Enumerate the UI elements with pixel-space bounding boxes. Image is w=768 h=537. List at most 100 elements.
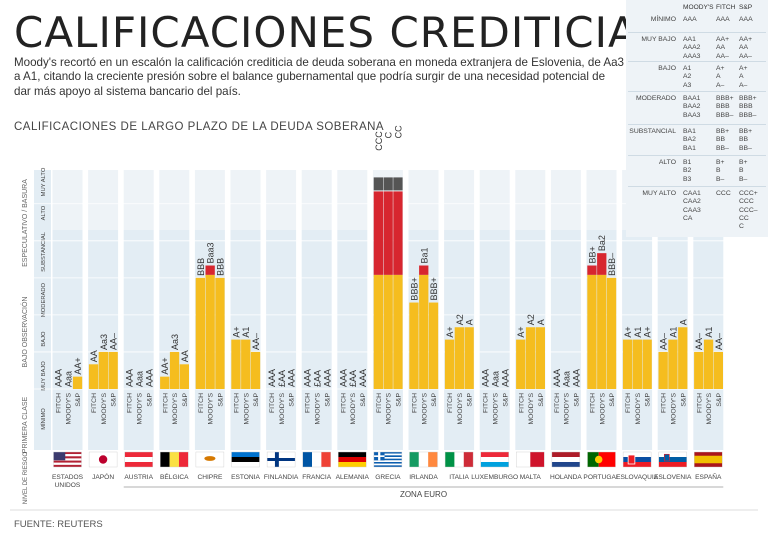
flag-part [587,452,599,467]
country-label: FRANCIA [302,474,332,481]
rating-label: AAA [358,369,368,387]
rating-bar [169,351,180,389]
flag-part [124,457,153,462]
rating-bar [72,376,83,389]
flag-ee-icon [231,451,260,468]
country-group [444,327,474,389]
axis-strip [34,170,51,450]
legend-fitch-value: AA+ AA AA– [716,36,730,60]
column-top-bg [337,170,368,230]
flag-part [373,465,402,467]
flag-part [124,452,153,457]
flag-ie-icon [409,451,438,468]
level-label: ESPECULATIVO / BASURA [22,179,29,267]
country-group [409,265,439,389]
flag-part [302,452,313,467]
flag-part [178,452,189,467]
flag-border [338,451,367,468]
country-label: ALEMANIA [336,474,370,481]
agency-label: MOODY'S [492,393,499,425]
rating-label: BBB [196,258,206,276]
rating-label: AAA [287,369,297,387]
rating-label: A1 [704,327,714,338]
rating-bar [678,327,688,389]
agency-label: MOODY'S [386,393,393,425]
column-bg [550,230,581,450]
agency-label: MOODY'S [279,393,286,425]
rating-bar [419,274,429,389]
flag-part [551,457,580,462]
agency-label: S&P [395,393,402,407]
legend-moodys-value: BAA1 BAA2 BAA3 [683,95,701,119]
column-top-bg [159,170,190,230]
rating-label: AA+ [73,357,83,374]
flag-part [373,460,402,462]
country-label: ESLOVENIA [654,474,692,481]
rating-bar [205,274,215,389]
legend-separator [628,186,766,187]
country-label: MALTA [520,474,542,481]
legend-moodys-value: AA1 AAA2 AAA3 [683,36,701,60]
agency-label: MOODY'S [670,393,677,425]
column-top-bg [88,170,119,230]
country-group [195,265,225,389]
legend-moodys-value: AAA [683,16,697,23]
flag-part [53,460,82,463]
flag-part [53,452,66,461]
rating-label: Aa3 [170,334,180,350]
rating-bar [668,339,678,389]
country-label: ESTONIA [231,474,260,481]
flag-part [53,458,82,461]
country-group [231,339,261,389]
rating-label: A+ [445,326,455,337]
flag-part [169,452,179,467]
agency-label: MOODY'S [101,393,108,425]
country-label: JAPÓN [92,472,114,481]
agency-label: S&P [467,393,474,407]
sublevel-label: ALTO [41,205,47,220]
flag-part [516,452,531,467]
rating-bar [215,277,225,389]
flag-part [373,455,402,457]
flag-part [53,462,82,465]
sublevel-label: MODERADO [41,282,47,317]
rating-label: BBB– [607,253,617,276]
rating-label: AAA [144,369,154,387]
legend-risk-label: SUBSTANCIAL [629,128,676,135]
rating-label: CCC [374,131,384,151]
flag-border [409,451,438,468]
legend-moodys-value: B1 B2 B3 [683,159,692,183]
agency-label: MOODY'S [208,393,215,425]
agency-label: FITCH [411,393,418,413]
flag-fr-icon [302,451,331,468]
rating-label: A+ [643,326,653,337]
rating-label: BBB [215,258,225,276]
rating-label: AA– [659,333,669,350]
flag-part [409,452,419,467]
flag-part [53,452,82,455]
level-label: PRIMERA CLASE [22,396,29,453]
flag-de-icon [338,451,367,468]
agency-label: MOODY'S [65,393,72,425]
legend-separator [628,91,766,92]
rating-bar-speculative [419,265,429,275]
agency-label: S&P [609,393,616,407]
country-label: IRLANDA [409,474,438,481]
agency-label: FITCH [55,393,62,413]
flag-border [160,451,189,468]
rating-label: A1 [241,327,251,338]
agency-label: S&P [502,393,509,407]
rating-label: AAA [481,369,491,387]
legend-sp-value: BB+ BB BB– [739,128,753,152]
rating-label: A1 [633,327,643,338]
agency-label: FITCH [447,393,454,413]
flag-part [663,453,670,462]
legend-sp-value: A+ A A– [739,65,748,89]
legend-risk-label: MUY ALTO [642,190,676,197]
agency-label: S&P [431,393,438,407]
rating-label: AA [89,350,99,362]
legend-fitch-value: B+ B B– [716,159,725,183]
agency-label: MOODY'S [457,393,464,425]
flag-part [312,452,322,467]
flag-border [88,451,118,468]
